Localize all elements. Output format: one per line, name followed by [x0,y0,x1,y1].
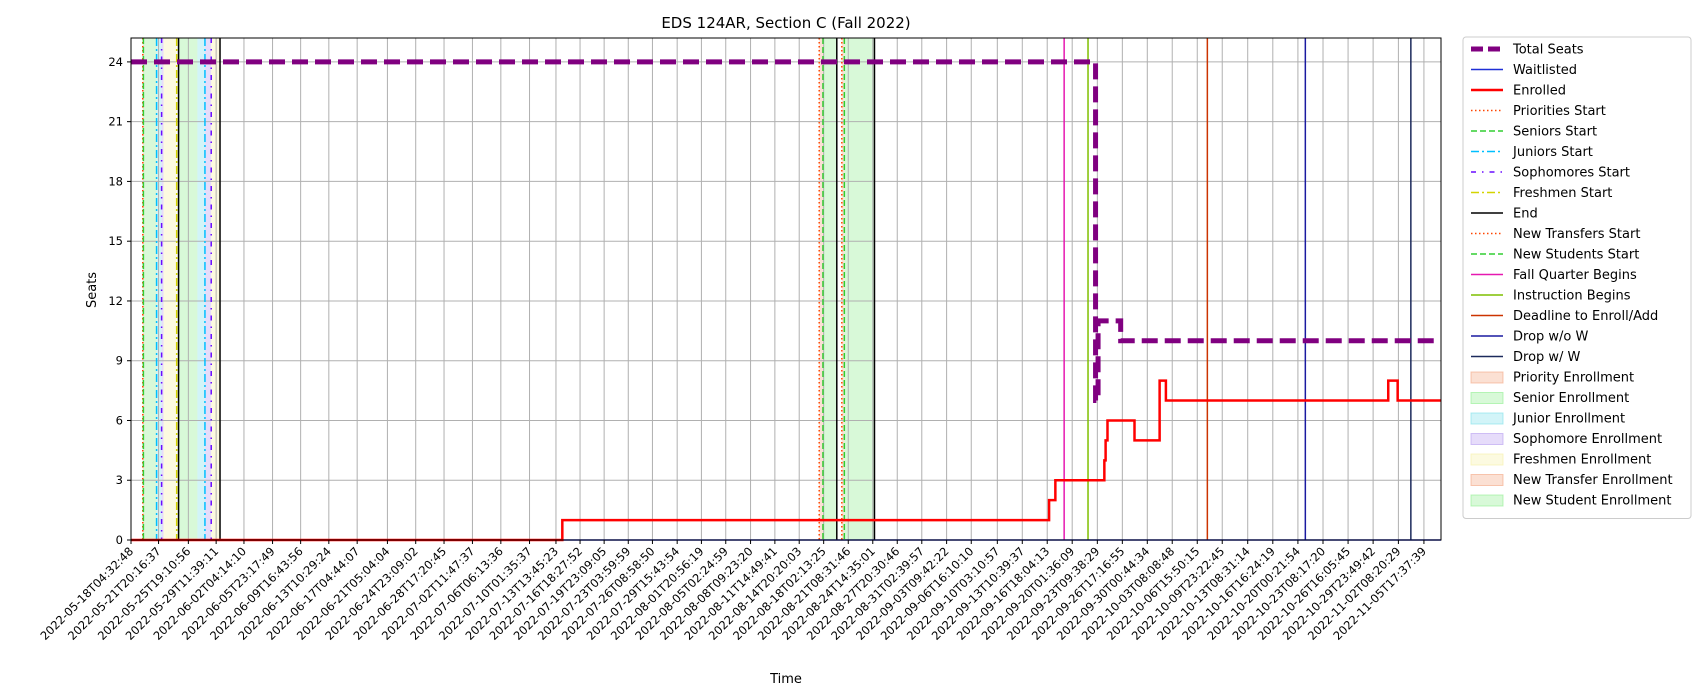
legend-label: Freshmen Enrollment [1513,453,1651,468]
span-sophomore-enrollment [161,38,164,540]
legend-label: New Transfers Start [1513,227,1640,242]
legend-label: End [1513,207,1538,222]
y-tick-label: 0 [116,533,123,547]
legend-label: Sophomores Start [1513,166,1630,181]
span-junior-enrollment [156,38,162,540]
span-freshmen-enrollment [211,38,221,540]
legend-label: New Students Start [1513,248,1639,263]
legend-swatch [1470,474,1504,486]
legend-item: Junior Enrollment [1470,412,1625,427]
legend-item: Juniors Start [1471,145,1593,160]
legend-label: Senior Enrollment [1513,391,1629,406]
y-tick-label: 24 [108,55,123,69]
legend-item: Priority Enrollment [1470,371,1634,386]
legend-item: Waitlisted [1471,63,1577,78]
y-tick-label: 9 [116,354,123,368]
event-lines [142,38,1412,540]
legend-item: Instruction Begins [1471,289,1631,304]
span-junior-enrollment [197,38,205,540]
span-new-student-enrollment [844,38,875,540]
x-axis-label: Time [769,672,802,687]
legend-label: New Transfer Enrollment [1513,473,1673,488]
legend-label: New Student Enrollment [1513,494,1671,509]
legend-item: New Transfer Enrollment [1470,473,1673,488]
legend-item: Fall Quarter Begins [1471,268,1637,283]
legend-swatch [1470,494,1504,507]
legend-label: Seniors Start [1513,125,1597,140]
y-tick-label: 6 [116,413,123,427]
legend-label: Enrolled [1513,84,1566,99]
legend-label: Priority Enrollment [1513,371,1634,386]
legend-item: Total Seats [1471,43,1584,58]
plot-frame [130,37,1442,541]
y-axis-ticks: 0 3 6 9 12 15 18 21 24 [108,55,131,547]
legend-item: Sophomores Start [1471,166,1630,181]
legend-item: Seniors Start [1471,125,1597,140]
legend-item: Senior Enrollment [1470,391,1629,406]
legend-item: Drop w/ W [1471,350,1581,365]
legend-label: Junior Enrollment [1512,412,1625,427]
legend-box [1462,36,1692,519]
span-senior-enrollment [822,38,837,540]
y-tick-label: 18 [108,174,123,188]
legend-item: Freshmen Start [1471,186,1612,201]
legend-label: Waitlisted [1513,63,1577,78]
span-new-transfer-enrollment [841,38,845,540]
legend-label: Sophomore Enrollment [1513,432,1662,447]
legend-item: End [1471,207,1538,222]
y-tick-label: 15 [108,234,123,248]
span-sophomore-enrollment [204,38,212,540]
legend-label: Drop w/o W [1513,330,1589,345]
y-tick-label: 12 [108,294,123,308]
legend-label: Fall Quarter Begins [1513,268,1637,283]
legend-label: Priorities Start [1513,104,1606,119]
series-enrolled [131,379,1441,542]
legend-item: New Students Start [1471,248,1639,263]
series-total-seats [131,59,1441,404]
span-priority-enrollment [142,38,144,540]
chart-title: EDS 124AR, Section C (Fall 2022) [661,14,910,32]
legend-item: Priorities Start [1471,104,1606,119]
legend-label: Freshmen Start [1513,186,1612,201]
legend-label: Juniors Start [1512,145,1593,160]
legend-label: Deadline to Enroll/Add [1513,309,1658,324]
span-freshmen-enrollment [163,38,177,540]
legend: Total Seats Waitlisted Enrolled Priorities … [1462,36,1692,519]
legend-item: Drop w/o W [1471,330,1589,345]
legend-swatch [1470,392,1504,404]
y-axis-label: Seats [85,272,100,308]
span-priority-enrollment [819,38,823,540]
y-tick-label: 3 [116,473,123,487]
legend-swatch [1470,412,1504,425]
legend-item: New Student Enrollment [1470,494,1671,509]
legend-label: Drop w/ W [1513,350,1581,365]
legend-item: Enrolled [1471,84,1566,99]
span-senior-enrollment [143,38,157,540]
legend-swatch [1470,453,1504,466]
legend-item: Freshmen Enrollment [1470,453,1651,468]
legend-label: Instruction Begins [1513,289,1631,304]
legend-label: Total Seats [1512,43,1584,58]
legend-swatch [1470,371,1504,384]
legend-item: New Transfers Start [1471,227,1640,242]
legend-item: Sophomore Enrollment [1470,432,1662,447]
legend-swatch [1470,433,1504,445]
legend-item: Deadline to Enroll/Add [1471,309,1658,324]
y-tick-label: 21 [108,115,123,129]
